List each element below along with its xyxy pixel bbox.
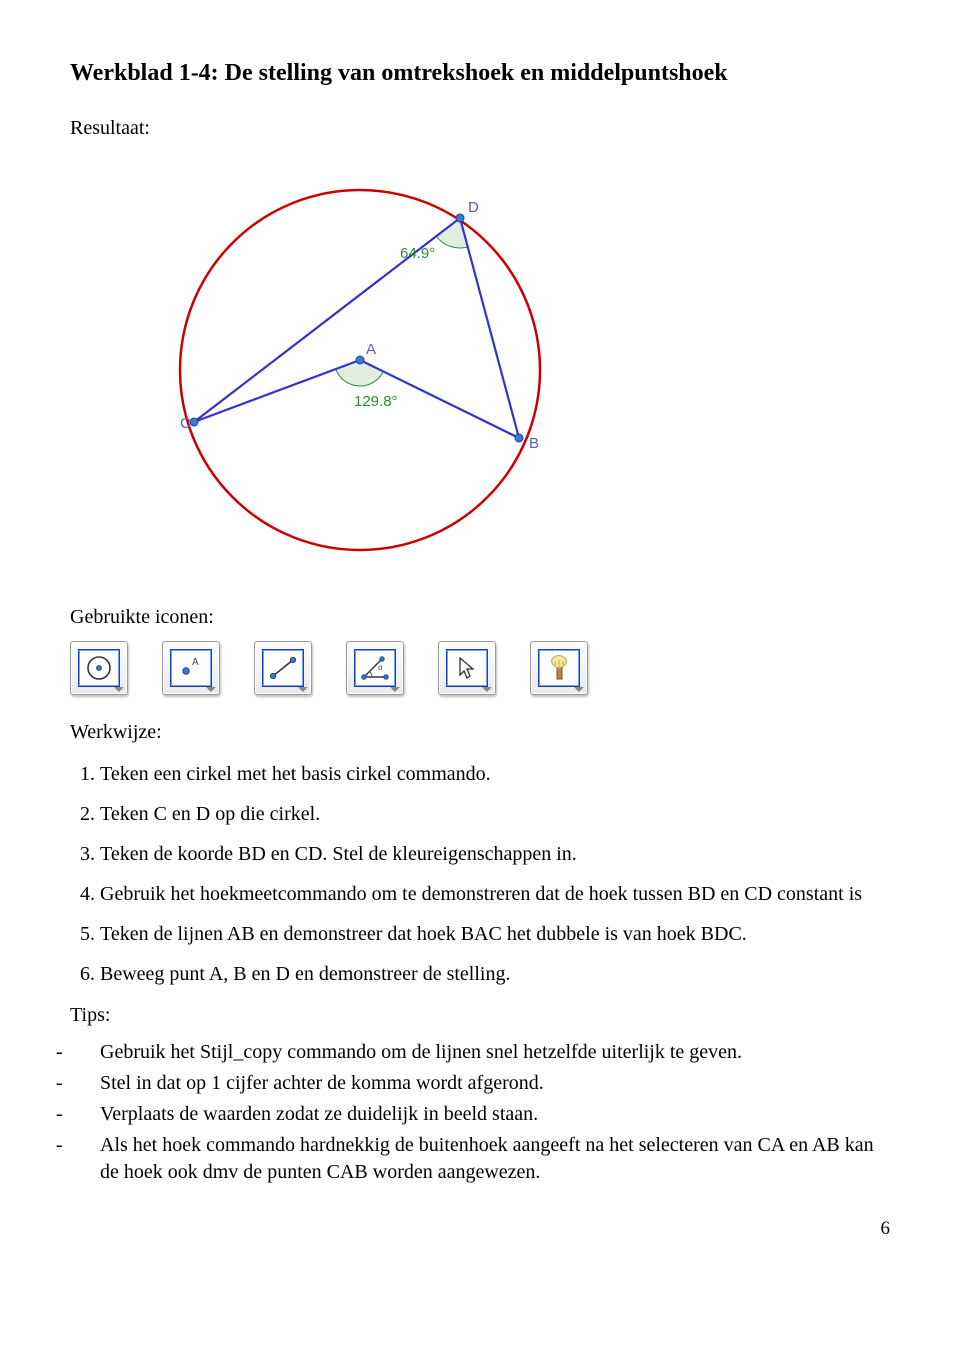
svg-text:C: C [180,415,191,432]
tip-item: Verplaats de waarden zodat ze duidelijk … [100,1099,890,1130]
page-title: Werkblad 1-4: De stelling van omtrekshoe… [70,60,890,87]
geometry-figure: A B C D 64.9° 129.8° [150,160,890,586]
tip-item: Als het hoek commando hardnekkig de buit… [100,1130,890,1188]
svg-text:D: D [468,199,479,216]
move-cursor-icon[interactable] [438,641,496,695]
circle-center-point-icon[interactable] [70,641,128,695]
tip-item: Stel in dat op 1 cijfer achter de komma … [100,1068,890,1099]
page-number: 6 [70,1218,890,1240]
step-item: Teken een cirkel met het basis cirkel co… [100,754,890,794]
step-item: Beweeg punt A, B en D en demonstreer de … [100,954,890,994]
svg-text:α: α [378,663,383,672]
steps-list: Teken een cirkel met het basis cirkel co… [70,754,890,994]
svg-text:B: B [529,435,539,452]
toolbar-icons: A α [70,641,890,695]
segment-two-points-icon[interactable] [254,641,312,695]
svg-text:64.9°: 64.9° [400,245,435,262]
angle-measure-icon[interactable]: α [346,641,404,695]
used-icons-label: Gebruikte iconen: [70,606,890,629]
svg-text:129.8°: 129.8° [354,393,398,410]
result-label: Resultaat: [70,117,890,140]
workwise-label: Werkwijze: [70,721,890,744]
step-item: Teken de koorde BD en CD. Stel de kleure… [100,834,890,874]
tips-label: Tips: [70,1004,890,1027]
step-item: Teken de lijnen AB en demonstreer dat ho… [100,914,890,954]
copy-visual-style-icon[interactable] [530,641,588,695]
tip-item: Gebruik het Stijl_copy commando om de li… [100,1037,890,1068]
new-point-icon[interactable]: A [162,641,220,695]
svg-text:A: A [192,657,199,668]
step-item: Teken C en D op die cirkel. [100,794,890,834]
tips-list: Gebruik het Stijl_copy commando om de li… [70,1037,890,1188]
svg-text:A: A [366,341,376,358]
step-item: Gebruik het hoekmeetcommando om te demon… [100,874,890,914]
